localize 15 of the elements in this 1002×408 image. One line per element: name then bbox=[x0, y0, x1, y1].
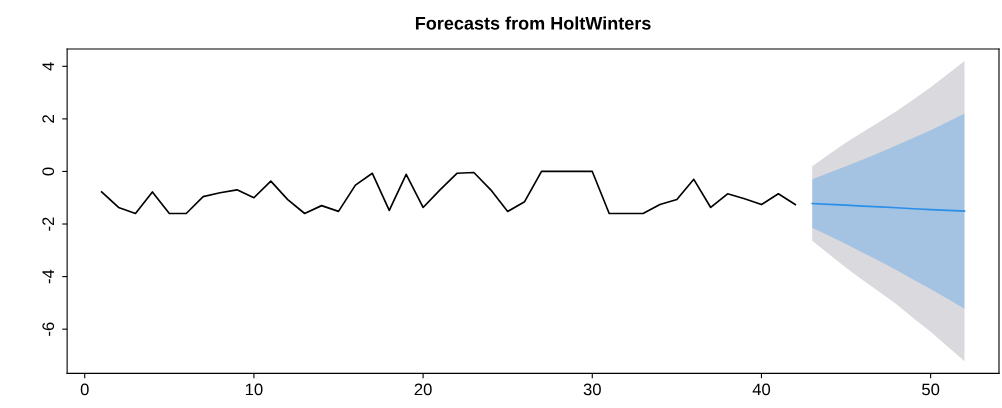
line-series bbox=[100, 170, 797, 215]
chart-title: Forecasts from HoltWinters bbox=[415, 16, 651, 30]
y-tick-label: -2 bbox=[42, 217, 54, 231]
x-tick-label: 20 bbox=[414, 383, 432, 396]
y-tick-label: -6 bbox=[42, 322, 55, 336]
x-tick-label: 0 bbox=[80, 383, 89, 396]
y-tick-label: -4 bbox=[42, 269, 54, 284]
x-tick-label: 50 bbox=[922, 383, 940, 396]
y-tick-label: 4 bbox=[42, 62, 54, 71]
line-series bbox=[811, 202, 966, 212]
y-tick-label: 2 bbox=[42, 115, 54, 123]
y-tick-label: 0 bbox=[42, 167, 55, 176]
x-tick-label: 30 bbox=[583, 383, 601, 396]
x-tick-label: 40 bbox=[752, 383, 771, 396]
x-tick-label: 10 bbox=[245, 383, 263, 396]
